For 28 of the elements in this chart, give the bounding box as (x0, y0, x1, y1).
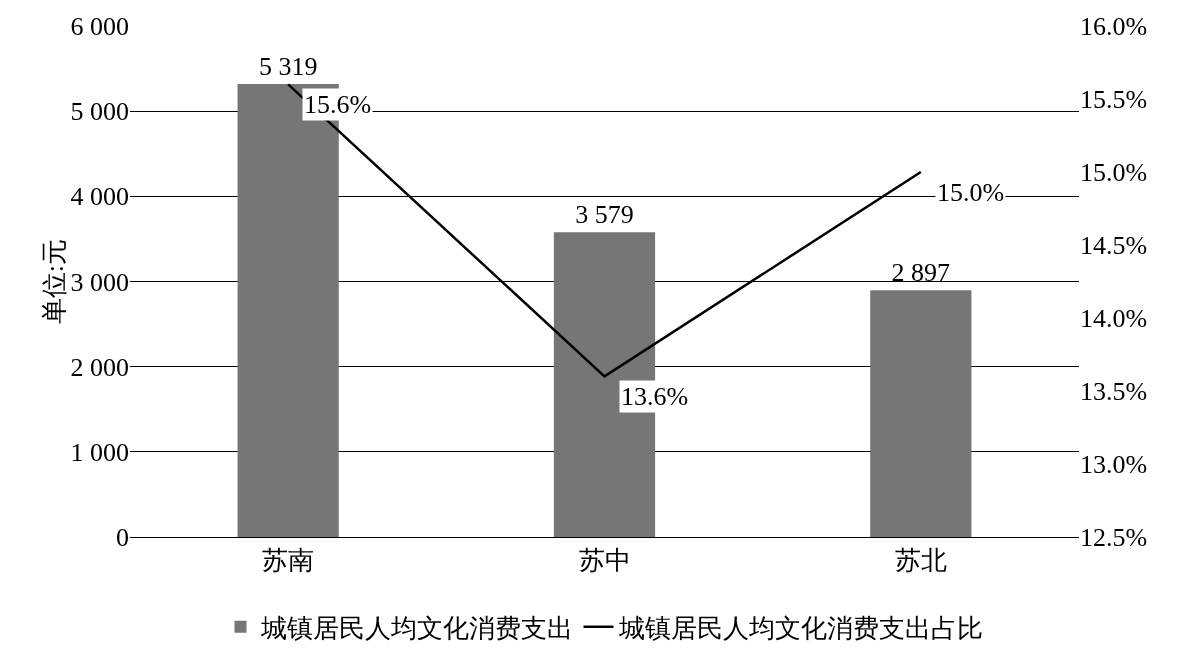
y2-tick-label: 15.0% (1080, 158, 1148, 188)
y2-tick-label: 15.5% (1080, 85, 1148, 115)
y2-tick-label: 14.0% (1080, 304, 1148, 334)
data-label: 15.0% (937, 178, 1005, 207)
legend-label: 城镇居民人均文化消费支出 (259, 613, 573, 643)
y2-tick-label: 14.5% (1080, 231, 1148, 261)
y-tick-label: 1 000 (70, 437, 129, 467)
y-tick-label: 2 000 (70, 352, 129, 382)
y2-tick-label: 13.5% (1080, 377, 1148, 407)
data-label: 15.6% (304, 90, 372, 119)
data-label: 3 579 (575, 200, 634, 230)
data-label: 2 897 (891, 258, 951, 288)
y-tick-label: 5 000 (70, 97, 129, 127)
y2-tick-label: 16.0% (1080, 12, 1148, 42)
y-tick-label: 3 000 (70, 267, 129, 297)
x-tick-label: 苏南 (262, 546, 315, 576)
legend-label: 城镇居民人均文化消费支出占比 (617, 613, 983, 643)
y-tick-label: 4 000 (70, 182, 129, 212)
y2-tick-label: 12.5% (1080, 523, 1148, 553)
y-axis-title: 单位:元 (39, 238, 69, 325)
bar (870, 290, 972, 537)
x-tick-label: 苏北 (894, 546, 947, 576)
data-label: 13.6% (621, 382, 689, 411)
y-tick-label: 0 (116, 523, 129, 553)
y-tick-label: 6 000 (70, 12, 129, 42)
data-label: 5 319 (258, 52, 318, 81)
y2-tick-label: 13.0% (1080, 450, 1148, 480)
x-tick-label: 苏中 (578, 546, 631, 576)
